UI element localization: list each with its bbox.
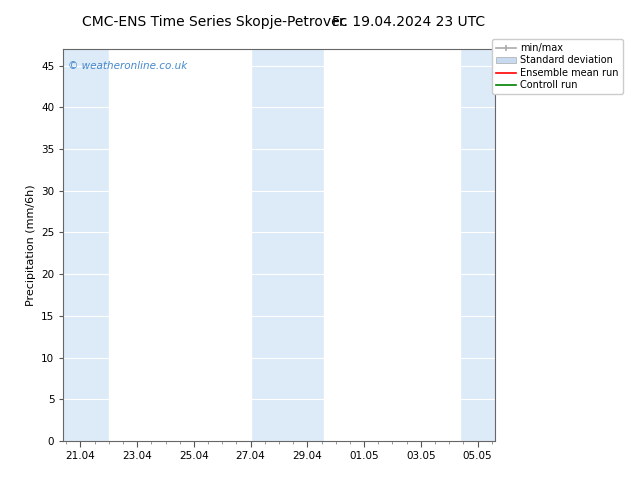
Text: Fr. 19.04.2024 23 UTC: Fr. 19.04.2024 23 UTC bbox=[332, 15, 485, 29]
Text: CMC-ENS Time Series Skopje-Petrovec: CMC-ENS Time Series Skopje-Petrovec bbox=[82, 15, 347, 29]
Y-axis label: Precipitation (mm/6h): Precipitation (mm/6h) bbox=[25, 184, 36, 306]
Bar bbox=[325, 49, 460, 441]
Bar bbox=[109, 49, 250, 441]
Legend: min/max, Standard deviation, Ensemble mean run, Controll run: min/max, Standard deviation, Ensemble me… bbox=[492, 39, 623, 94]
Text: © weatheronline.co.uk: © weatheronline.co.uk bbox=[68, 61, 187, 71]
